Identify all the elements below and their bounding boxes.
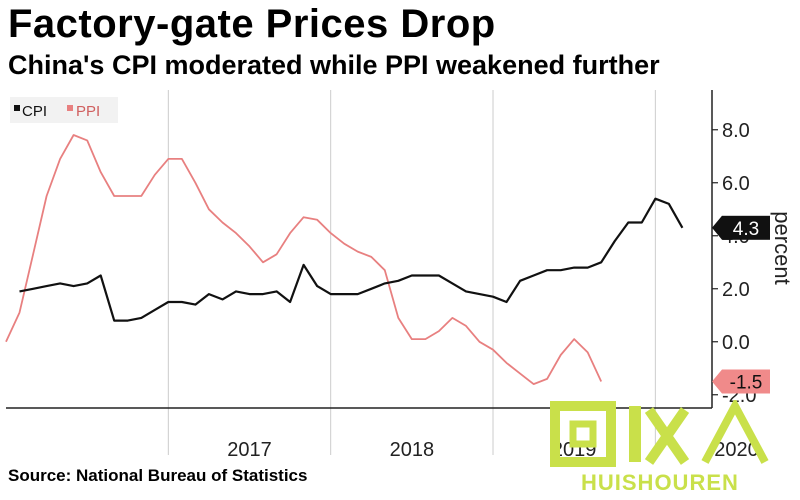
- end-label-ppi: -1.5: [730, 373, 763, 394]
- end-label-box-ppi: [722, 369, 770, 394]
- end-label-cpi: 4.3: [733, 219, 759, 240]
- y-tick-label: 6.0: [722, 173, 750, 195]
- legend-swatch-cpi: [14, 105, 20, 111]
- end-label-box-cpi: [722, 215, 770, 240]
- y-tick-label: 8.0: [722, 120, 750, 142]
- x-tick-label: 2018: [390, 439, 435, 461]
- chart-title: Factory-gate Prices Drop: [8, 2, 496, 46]
- watermark-logo-icon: [550, 400, 769, 467]
- series-line-cpi: [19, 197, 684, 322]
- watermark-text: HUISHOUREN: [581, 470, 739, 495]
- y-tick-label: 0.0: [722, 332, 750, 354]
- chart-subtitle: China's CPI moderated while PPI weakened…: [8, 50, 660, 80]
- legend-label-ppi: PPI: [76, 103, 100, 120]
- y-axis-label: percent: [770, 211, 795, 284]
- legend-swatch-ppi: [67, 105, 73, 111]
- series-line-ppi: [5, 134, 603, 386]
- source-note: Source: National Bureau of Statistics: [8, 466, 308, 485]
- end-label-pointer-cpi: [712, 215, 722, 240]
- watermark-logo: HUISHOUREN: [545, 400, 795, 496]
- x-tick-label: 2020: [714, 439, 759, 461]
- legend-label-cpi: CPI: [22, 103, 47, 120]
- legend: CPI PPI: [10, 97, 118, 123]
- x-tick-label: 2017: [227, 439, 272, 461]
- end-label-pointer-ppi: [712, 369, 722, 394]
- y-tick-label: 2.0: [722, 279, 750, 301]
- plot-area: [6, 90, 710, 408]
